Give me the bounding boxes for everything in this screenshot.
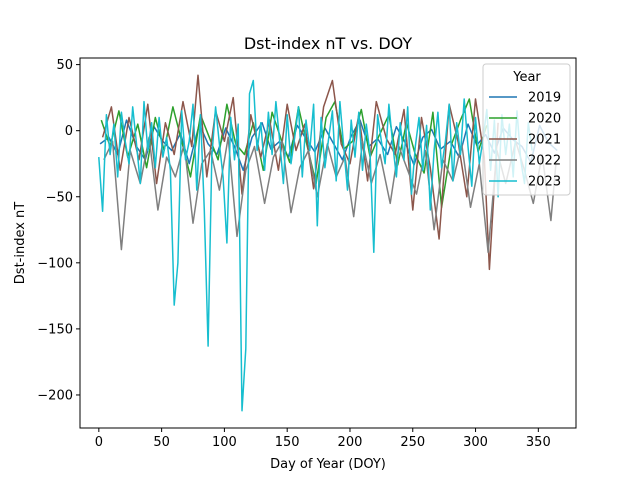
- y-axis-label: Dst-index nT: [13, 202, 28, 285]
- y-tick-label: −150: [37, 322, 73, 337]
- legend-label-2022: 2022: [528, 154, 561, 169]
- x-tick-label: 150: [275, 435, 300, 450]
- x-tick-label: 200: [338, 435, 363, 450]
- x-tick-label: 300: [463, 435, 488, 450]
- y-tick-label: −100: [37, 256, 73, 271]
- x-tick-label: 50: [153, 435, 170, 450]
- x-tick-label: 100: [212, 435, 237, 450]
- y-tick-label: −200: [37, 388, 73, 403]
- x-tick-label: 350: [526, 435, 551, 450]
- series-line-2023: [98, 79, 533, 412]
- legend-label-2020: 2020: [528, 112, 561, 127]
- y-axis: 50 0 −50 −100 −150 −200: [37, 58, 80, 403]
- x-axis: 0 50 100 150 200 250 300 350: [95, 428, 551, 450]
- x-axis-label: Day of Year (DOY): [270, 457, 386, 472]
- y-tick-label: 0: [65, 124, 73, 139]
- legend-entries: 2019 2020 2021 2022 2023: [489, 91, 561, 190]
- series-layer: [98, 74, 558, 412]
- plot-frame: [79, 57, 577, 429]
- y-tick-label: −50: [46, 190, 73, 205]
- plot-area: [79, 57, 577, 429]
- legend-title: Year: [512, 70, 541, 85]
- legend: Year 2019 2020 2021 2022 2023: [482, 63, 571, 196]
- legend-label-2019: 2019: [528, 91, 561, 106]
- legend-label-2021: 2021: [528, 133, 561, 148]
- x-tick-label: 250: [400, 435, 425, 450]
- legend-label-2023: 2023: [528, 175, 561, 190]
- x-tick-label: 0: [95, 435, 103, 450]
- chart-title: Dst-index nT vs. DOY: [244, 34, 413, 53]
- y-tick-label: 50: [56, 58, 73, 73]
